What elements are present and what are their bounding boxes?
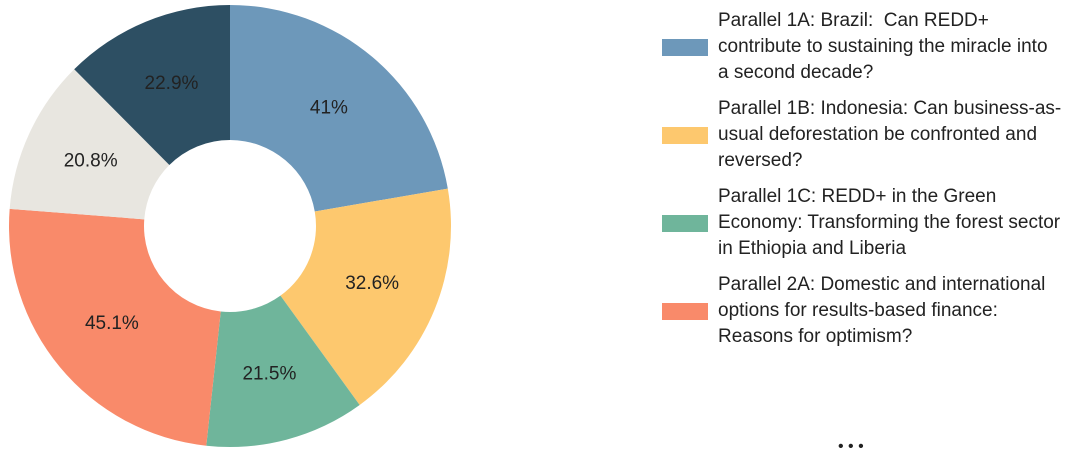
legend-swatch [662,214,708,232]
legend: Parallel 1A: Brazil: Can REDD+ contribut… [662,8,1062,360]
data-label: 45.1% [85,313,139,334]
data-label: 32.6% [345,273,399,294]
slice [230,5,448,212]
data-label: 20.8% [64,151,118,172]
pie-area: 41% 32.6% 21.5% 45.1% 20.8% 22.9% [9,5,451,447]
data-label: 22.9% [145,73,199,94]
legend-label: Parallel 1B: Indonesia: Can business-as-… [718,98,1062,171]
legend-label: Parallel 1A: Brazil: Can REDD+ contribut… [718,10,1053,83]
legend-entry: Parallel 2A: Domestic and international … [662,272,1062,350]
legend-entry: Parallel 1B: Indonesia: Can business-as-… [662,96,1062,174]
legend-more: • • • [838,438,864,455]
data-label: 41% [310,98,348,119]
legend-entry: Parallel 1A: Brazil: Can REDD+ contribut… [662,8,1062,86]
slice [206,295,360,447]
legend-label: Parallel 2A: Domestic and international … [718,274,1051,347]
slice [74,5,230,166]
slice [9,69,170,220]
slice [280,188,451,405]
legend-label: Parallel 1C: REDD+ in the Green Economy:… [718,186,1066,259]
slice [9,208,221,446]
legend-swatch [662,126,708,144]
legend-swatch [662,38,708,56]
legend-swatch [662,302,708,320]
data-label: 21.5% [242,363,296,384]
legend-entry: Parallel 1C: REDD+ in the Green Economy:… [662,184,1062,262]
